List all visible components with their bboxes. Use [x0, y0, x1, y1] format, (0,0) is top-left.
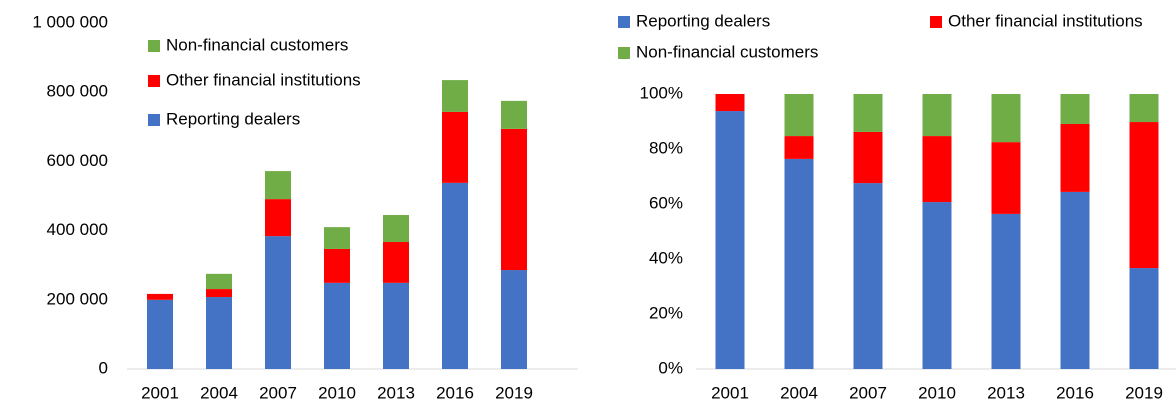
bar-segment — [383, 282, 409, 369]
x-tick-label: 2001 — [711, 383, 749, 402]
x-tick-label: 2010 — [318, 383, 356, 402]
x-tick-label: 2004 — [200, 383, 238, 402]
bar-segment — [442, 182, 468, 369]
bar-segment — [1060, 191, 1090, 369]
legend-label: Non-financial customers — [166, 35, 348, 54]
legend-label: Non-financial customers — [636, 42, 818, 61]
bar-segment — [383, 242, 409, 283]
y-tick-label: 800 000 — [47, 82, 108, 101]
y-tick-label: 20% — [649, 303, 683, 322]
bar-segment — [1129, 94, 1159, 123]
x-tick-label: 2007 — [849, 383, 887, 402]
bar-segment — [922, 202, 952, 369]
bar-segment — [991, 142, 1021, 214]
legend-label: Reporting dealers — [636, 11, 770, 30]
bar-segment — [853, 131, 883, 184]
x-tick-label: 2019 — [495, 383, 533, 402]
bar-segment — [1129, 122, 1159, 269]
y-tick-label: 40% — [649, 248, 683, 267]
bar-segment — [324, 248, 350, 283]
y-tick-label: 0 — [99, 358, 108, 377]
x-tick-label: 2016 — [1056, 383, 1094, 402]
bar-segment — [501, 128, 527, 271]
y-tick-label: 100% — [640, 83, 683, 102]
bar-segment — [784, 94, 814, 137]
legend-swatch — [148, 40, 160, 52]
bar-segment — [922, 136, 952, 203]
y-tick-label: 60% — [649, 193, 683, 212]
legend-label: Other financial institutions — [948, 11, 1143, 30]
bar-segment — [853, 183, 883, 369]
y-tick-label: 80% — [649, 138, 683, 157]
x-tick-label: 2016 — [436, 383, 474, 402]
legend-swatch — [148, 75, 160, 87]
bar-segment — [784, 158, 814, 369]
bar-segment — [715, 111, 745, 370]
bar-segment — [501, 100, 527, 129]
legend-swatch — [618, 16, 630, 28]
x-tick-label: 2013 — [987, 383, 1025, 402]
y-tick-label: 200 000 — [47, 289, 108, 308]
legend-swatch — [930, 16, 942, 28]
bar-segment — [206, 289, 232, 298]
bar-segment — [991, 94, 1021, 143]
x-tick-label: 2010 — [918, 383, 956, 402]
legend-swatch — [148, 114, 160, 126]
bar-segment — [1060, 94, 1090, 124]
bar-segment — [922, 94, 952, 137]
x-tick-label: 2004 — [780, 383, 818, 402]
bar-segment — [383, 215, 409, 243]
y-tick-label: 600 000 — [47, 151, 108, 170]
y-tick-label: 400 000 — [47, 220, 108, 239]
x-tick-label: 2001 — [141, 383, 179, 402]
bar-segment — [991, 213, 1021, 369]
bar-segment — [147, 299, 173, 369]
bar-segment — [206, 297, 232, 369]
x-tick-label: 2007 — [259, 383, 297, 402]
bar-segment — [1129, 268, 1159, 369]
y-tick-label: 0% — [658, 358, 683, 377]
bar-segment — [147, 293, 173, 300]
x-tick-label: 2019 — [1125, 383, 1163, 402]
bar-segment — [442, 111, 468, 183]
legend-swatch — [618, 47, 630, 59]
bar-segment — [206, 273, 232, 290]
bar-segment — [1060, 123, 1090, 192]
legend-label: Other financial institutions — [166, 70, 361, 89]
legend-label: Reporting dealers — [166, 109, 300, 128]
bar-segment — [715, 94, 745, 112]
bar-segment — [442, 80, 468, 112]
bar-segment — [501, 270, 527, 369]
bar-segment — [784, 136, 814, 159]
y-tick-label: 1 000 000 — [32, 12, 108, 31]
bar-segment — [324, 227, 350, 249]
bar-segment — [265, 236, 291, 369]
bar-segment — [265, 171, 291, 200]
bar-segment — [853, 94, 883, 132]
x-tick-label: 2013 — [377, 383, 415, 402]
bar-segment — [265, 199, 291, 237]
bar-segment — [324, 282, 350, 369]
